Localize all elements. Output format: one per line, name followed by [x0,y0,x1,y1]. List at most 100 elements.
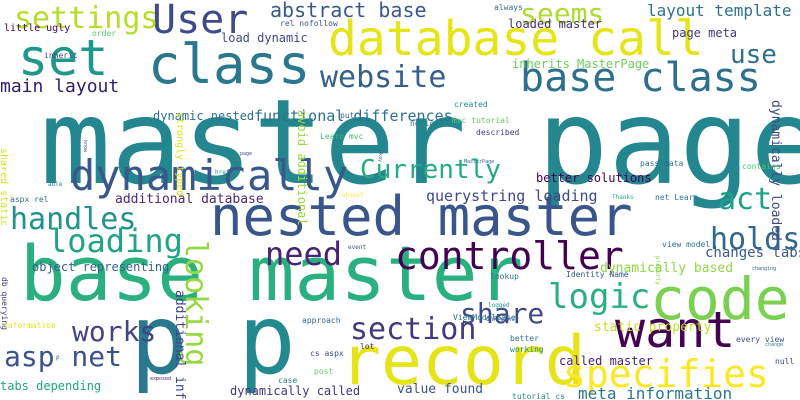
word-55: little ugly [4,23,71,34]
word-101: know [82,140,88,153]
word-96: property [654,256,661,285]
word-30: use [730,40,777,70]
word-36: load dynamic [221,31,308,45]
word-41: dynamically based [600,261,734,276]
word-31: seems [520,0,605,30]
word-45: querystring loading [426,187,598,205]
word-20: loading [48,222,183,260]
word-22: need [265,235,343,273]
word-70: rel nofollow [280,19,338,28]
word-99: exposed [150,376,172,382]
word-60: Learn mvc [320,132,364,141]
word-91: able [48,181,63,188]
word-94: object [342,192,364,199]
word-74: always [494,3,523,12]
word-86: post [314,367,334,376]
word-76: put [340,111,355,120]
word-50: dynamically called [230,384,361,398]
word-69: cs aspx [310,349,344,358]
word-57: strongly typed [174,112,185,197]
word-89: logged [488,302,510,309]
word-104: p [56,354,60,361]
word-42: tabs depending [0,379,102,393]
word-79: contains [742,162,781,171]
word-64: view model [662,240,711,249]
word-85: approach [302,316,341,325]
word-51: called master [559,354,653,368]
word-63: Identity Name [566,270,629,279]
word-77: noticed [410,119,444,128]
word-23: handles [10,202,137,237]
word-44: value found [397,382,484,397]
word-67: aspx rel [10,195,49,204]
word-5: record [340,322,586,400]
word-25: act [718,182,773,217]
word-40: changes tabs [705,245,800,261]
word-1: base master [20,229,524,318]
word-93: Thanks [612,194,634,201]
word-9: class [148,33,311,96]
word-87: case [278,376,298,385]
word-97: changing [752,266,777,272]
word-33: abstract base [270,0,427,22]
word-17: settings [14,1,159,36]
word-47: additional information [172,290,187,400]
word-56: avoid additional [295,110,309,226]
word-6: code [650,265,790,333]
word-3: p [130,284,188,396]
word-82: lot [360,342,375,351]
word-21: section [350,312,477,347]
word-38: functional differences [254,107,453,125]
word-7: want [615,301,736,359]
word-84: better [510,334,539,343]
word-27: works [72,315,157,348]
word-16: User [152,0,249,43]
word-11: dynamically [70,151,349,200]
word-78: described [476,128,520,137]
word-83: working [510,345,544,354]
word-71: information [3,321,56,330]
word-88: tutorial cs [512,392,565,400]
word-0: master page [40,73,800,211]
word-54: inherits MasterPage [512,57,650,71]
word-43: meta information [578,384,733,400]
word-24: Currently [360,155,501,185]
word-29: share [460,297,545,330]
word-65: ViewModelBase [453,313,516,322]
word-80: null [775,357,795,366]
word-8: database call [328,11,704,67]
word-28: asp net [4,340,123,373]
word-46: additional database [115,192,264,207]
word-37: page meta [672,26,738,40]
word-62: pass data [640,159,684,168]
word-58: shared static [0,148,9,227]
word-61: net Learn [655,193,699,202]
word-13: controller [395,234,624,278]
word-10: set [18,29,109,87]
word-59: mvc tutorial [452,116,510,125]
word-92: href [215,169,230,176]
word-103: Okay [377,150,383,163]
word-66: every view [736,335,785,344]
word-4: p [238,284,296,396]
word-73: inherit [44,51,78,60]
word-95: event [348,244,367,251]
word-32: main layout [0,76,120,97]
word-12: base class [520,55,761,101]
word-102: page [240,151,253,157]
word-14: website [320,60,447,95]
word-18: logic [548,277,651,317]
word-75: created [454,100,488,109]
word-49: static property [594,320,712,335]
word-34: layout template [647,1,792,20]
word-81: lookup [490,272,519,281]
word-26: holds [710,222,800,257]
word-39: dynamic nested [153,109,255,123]
word-53: better solutions [536,171,652,185]
word-48: object representing [32,260,170,274]
word-90: OnPreInit [486,316,519,323]
word-100: MasterPage [464,159,495,165]
word-35: loaded master [508,17,602,31]
word-72: order [92,29,117,38]
